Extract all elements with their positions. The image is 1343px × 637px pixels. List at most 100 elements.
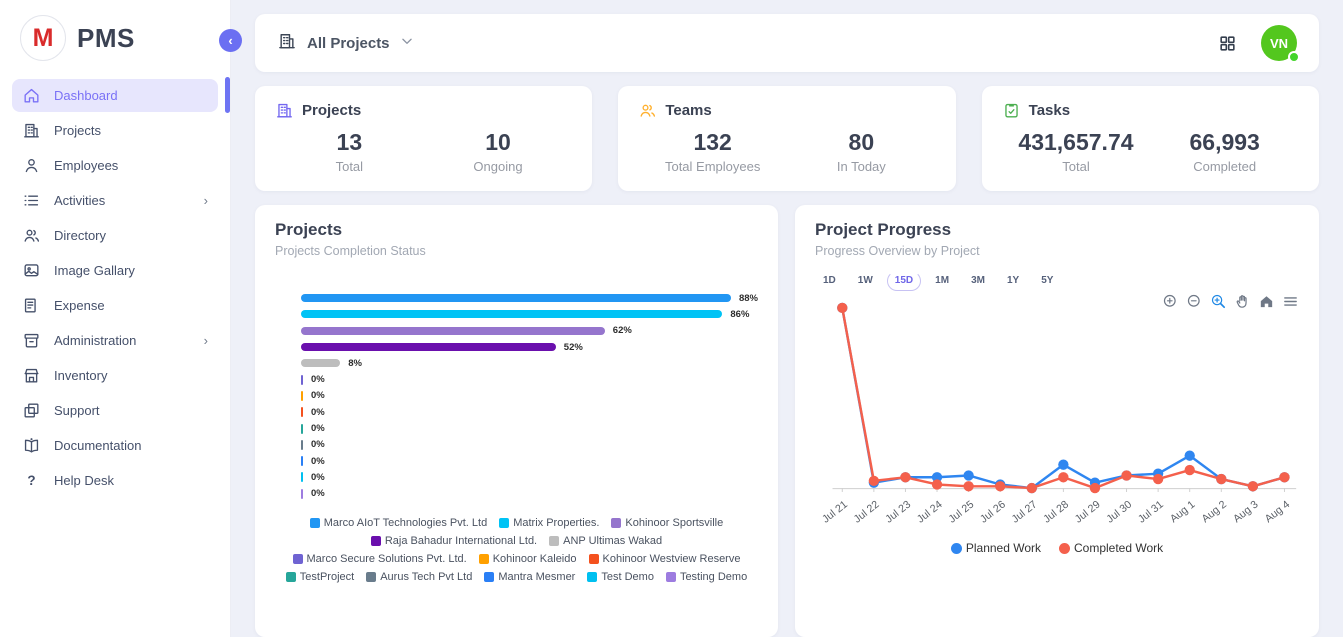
legend-item[interactable]: Completed Work — [1059, 541, 1163, 555]
sidebar-item-support[interactable]: Support — [12, 394, 218, 427]
sidebar-item-administration[interactable]: Administration › — [12, 324, 218, 357]
range-button-1w[interactable]: 1W — [857, 275, 873, 286]
building-icon — [277, 31, 297, 55]
sidebar-item-activities[interactable]: Activities › — [12, 184, 218, 217]
sidebar-item-label: Expense — [54, 298, 105, 313]
legend-item[interactable]: Kohinoor Westview Reserve — [588, 553, 740, 565]
project-filter-dropdown[interactable]: All Projects — [277, 31, 414, 55]
x-axis-label: Jul 31 — [1136, 499, 1166, 526]
sidebar-item-label: Activities — [54, 193, 106, 208]
stat-card-header: Tasks — [1002, 101, 1299, 120]
bar-row: 0% — [301, 420, 758, 436]
topbar: All Projects VN — [255, 14, 1319, 72]
legend-item[interactable]: Kohinoor Sportsville — [611, 517, 723, 529]
line-chart-legend: Planned Work Completed Work — [815, 541, 1299, 555]
main-content: All Projects VN Projects 13 Total 10 Ongoing… — [231, 0, 1343, 637]
legend-item[interactable]: Planned Work — [950, 541, 1041, 555]
legend-swatch — [478, 553, 489, 564]
stat-card-title: Teams — [665, 102, 712, 119]
bar-value-label: 62% — [612, 325, 632, 337]
metric-value: 10 — [485, 129, 511, 155]
bar-value-label: 0% — [311, 390, 325, 402]
pan-icon[interactable] — [1234, 293, 1251, 315]
x-axis-label: Aug 1 — [1168, 499, 1197, 526]
range-button-5y[interactable]: 5Y — [1041, 275, 1054, 286]
zoom-select-icon[interactable] — [1210, 293, 1227, 310]
legend-swatch — [587, 571, 598, 582]
data-point — [1216, 473, 1227, 485]
stat-metric: 10 Ongoing — [424, 129, 573, 174]
sidebar-item-inventory[interactable]: Inventory — [12, 359, 218, 392]
sidebar-item-dashboard[interactable]: Dashboard — [12, 79, 218, 112]
legend-item[interactable]: Kohinoor Kaleido — [478, 552, 577, 565]
time-range-selector: 1D 1W 15D 1M 3M 1Y 5Y — [815, 271, 1299, 291]
sidebar-item-label: Help Desk — [54, 473, 114, 488]
x-axis-label: Jul 24 — [915, 499, 945, 526]
legend-item[interactable]: ANP Ultimas Wakad — [549, 535, 662, 547]
sidebar-item-image-gallary[interactable]: Image Gallary — [12, 254, 218, 287]
bar-value-label: 8% — [348, 357, 362, 369]
bar — [301, 472, 303, 483]
metric-label: Total — [335, 159, 364, 174]
apps-grid-icon[interactable] — [1218, 34, 1237, 53]
menu-icon[interactable] — [1282, 293, 1299, 310]
range-button-15d[interactable]: 15D — [886, 271, 922, 291]
stats-row: Projects 13 Total 10 Ongoing Teams 132 Total Em… — [255, 86, 1319, 191]
pan-icon[interactable] — [1234, 293, 1251, 310]
zoom-in-icon[interactable] — [1162, 293, 1179, 310]
range-button-1m[interactable]: 1M — [935, 275, 950, 286]
legend-item[interactable]: Aurus Tech Pvt Ltd — [366, 571, 472, 583]
range-button-1d[interactable]: 1D — [823, 275, 836, 286]
x-axis-label: Jul 23 — [883, 499, 913, 526]
legend-item[interactable]: TestProject — [285, 570, 355, 583]
sidebar-item-directory[interactable]: Directory — [12, 219, 218, 252]
home-icon[interactable] — [1258, 293, 1275, 310]
legend-item[interactable]: Marco AIoT Technologies Pvt. Ltd — [309, 516, 488, 529]
bar-row: 0% — [301, 371, 758, 387]
zoom-out-icon[interactable] — [1186, 293, 1203, 310]
bar — [301, 359, 341, 368]
bar — [301, 423, 303, 434]
metric-value: 80 — [848, 129, 875, 155]
bar — [301, 488, 303, 499]
zoom-in-icon[interactable] — [1162, 293, 1179, 315]
legend-item[interactable]: Testing Demo — [665, 571, 747, 583]
legend-item[interactable]: Raja Bahadur International Ltd. — [370, 535, 537, 547]
legend-item[interactable]: Mantra Mesmer — [484, 571, 575, 583]
legend-label: TestProject — [299, 570, 355, 583]
sidebar-item-projects[interactable]: Projects — [12, 114, 218, 147]
sidebar-collapse-button[interactable]: ‹ — [219, 29, 242, 52]
legend-label: Kohinoor Kaleido — [492, 552, 577, 565]
sidebar-item-help-desk[interactable]: ? Help Desk — [12, 464, 218, 497]
legend-label: Kohinoor Sportsville — [625, 516, 724, 529]
sidebar-item-label: Employees — [54, 158, 119, 173]
people-icon — [22, 226, 41, 245]
home-icon[interactable] — [1258, 293, 1275, 315]
sidebar-item-documentation[interactable]: Documentation — [12, 429, 218, 462]
zoom-out-icon[interactable] — [1186, 293, 1203, 315]
legend-dot — [1059, 542, 1070, 554]
chevron-down-icon — [400, 34, 414, 52]
sidebar-item-expense[interactable]: Expense — [12, 289, 218, 322]
legend-swatch — [588, 553, 599, 564]
metric-label: Ongoing — [473, 159, 523, 174]
sidebar-scrollbar[interactable] — [225, 77, 230, 113]
legend-item[interactable]: Test Demo — [587, 571, 654, 583]
bar-value-label: 0% — [311, 406, 325, 418]
range-button-3m[interactable]: 3M — [971, 275, 985, 286]
sidebar-item-employees[interactable]: Employees — [12, 149, 218, 182]
bar-value-label: 0% — [311, 374, 325, 386]
sidebar-item-label: Documentation — [54, 438, 142, 453]
range-button-1y[interactable]: 1Y — [1006, 275, 1020, 286]
user-avatar[interactable]: VN — [1261, 25, 1300, 63]
legend-label: Marco AIoT Technologies Pvt. Ltd — [323, 516, 488, 529]
menu-icon[interactable] — [1282, 293, 1299, 315]
zoom-select-icon[interactable] — [1210, 293, 1227, 315]
stat-card-teams: Teams 132 Total Employees 80 In Today — [618, 86, 956, 191]
app-name: PMS — [77, 22, 135, 53]
legend-label: Test Demo — [601, 570, 654, 583]
store-icon — [22, 366, 41, 385]
legend-item[interactable]: Marco Secure Solutions Pvt. Ltd. — [292, 553, 467, 565]
chart-toolbar — [1162, 293, 1299, 315]
legend-item[interactable]: Matrix Properties. — [499, 517, 599, 529]
